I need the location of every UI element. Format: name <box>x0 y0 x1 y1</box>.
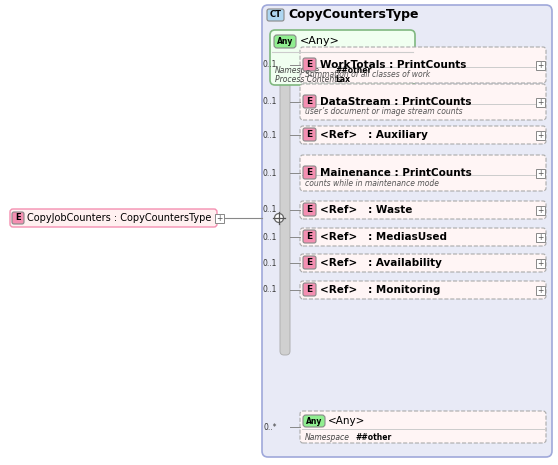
Text: E: E <box>306 97 312 106</box>
Text: CopyJobCounters : CopyCountersType: CopyJobCounters : CopyCountersType <box>27 213 211 223</box>
FancyBboxPatch shape <box>300 84 546 120</box>
Bar <box>536 131 545 140</box>
Text: +: + <box>217 214 223 223</box>
Text: 0..*: 0..* <box>263 423 277 432</box>
Text: Lax: Lax <box>335 75 350 85</box>
Text: <Ref>   : Monitoring: <Ref> : Monitoring <box>320 285 440 295</box>
FancyBboxPatch shape <box>300 411 546 443</box>
Text: +: + <box>537 169 543 178</box>
Text: 0..1: 0..1 <box>263 259 277 267</box>
Text: 0..1: 0..1 <box>263 168 277 178</box>
FancyBboxPatch shape <box>12 212 24 224</box>
Text: <Ref>   : Waste: <Ref> : Waste <box>320 205 412 215</box>
Text: 0..1: 0..1 <box>263 131 277 140</box>
Text: +: + <box>537 233 543 242</box>
Text: user’s document or image stream counts: user’s document or image stream counts <box>305 107 463 117</box>
Text: 0..1: 0..1 <box>263 206 277 214</box>
Text: 0..1: 0..1 <box>263 232 277 241</box>
Text: E: E <box>306 205 312 214</box>
Bar <box>536 233 545 242</box>
FancyBboxPatch shape <box>280 60 290 355</box>
Text: +: + <box>537 259 543 268</box>
FancyBboxPatch shape <box>303 415 325 427</box>
Text: <Ref>   : MediasUsed: <Ref> : MediasUsed <box>320 232 447 242</box>
Text: +: + <box>537 286 543 295</box>
Text: WorkTotals : PrintCounts: WorkTotals : PrintCounts <box>320 60 466 70</box>
Text: <Ref>   : Availability: <Ref> : Availability <box>320 258 442 268</box>
Text: counts while in maintenance mode: counts while in maintenance mode <box>305 179 439 187</box>
FancyBboxPatch shape <box>300 228 546 246</box>
Text: E: E <box>306 285 312 294</box>
FancyBboxPatch shape <box>262 5 552 457</box>
FancyBboxPatch shape <box>303 230 316 243</box>
Text: 0..1: 0..1 <box>263 60 277 69</box>
Text: +: + <box>537 98 543 107</box>
FancyBboxPatch shape <box>300 254 546 272</box>
Text: <Ref>   : Auxiliary: <Ref> : Auxiliary <box>320 130 428 140</box>
Text: Any: Any <box>306 417 322 425</box>
Bar <box>536 169 545 178</box>
Text: E: E <box>306 232 312 241</box>
Bar <box>536 61 545 70</box>
Bar <box>536 98 545 107</box>
Text: <Any>: <Any> <box>300 36 340 46</box>
FancyBboxPatch shape <box>303 203 316 216</box>
Text: E: E <box>306 60 312 69</box>
Text: +: + <box>537 131 543 140</box>
Text: +: + <box>537 206 543 215</box>
Text: Process Contents: Process Contents <box>275 75 341 85</box>
Text: DataStream : PrintCounts: DataStream : PrintCounts <box>320 97 472 107</box>
Bar <box>536 286 545 295</box>
Bar <box>536 206 545 215</box>
Text: Namespace: Namespace <box>305 432 350 441</box>
FancyBboxPatch shape <box>303 166 316 179</box>
FancyBboxPatch shape <box>303 256 316 269</box>
Text: Namespace: Namespace <box>275 66 320 75</box>
FancyBboxPatch shape <box>10 209 217 227</box>
Text: <Any>: <Any> <box>328 416 365 426</box>
FancyBboxPatch shape <box>274 35 296 48</box>
FancyBboxPatch shape <box>303 128 316 141</box>
Bar <box>215 214 224 223</box>
Circle shape <box>275 213 283 222</box>
Text: E: E <box>306 168 312 177</box>
FancyBboxPatch shape <box>303 95 316 108</box>
Text: Summation of all classes of work: Summation of all classes of work <box>305 71 430 80</box>
Text: Mainenance : PrintCounts: Mainenance : PrintCounts <box>320 168 472 178</box>
Bar <box>536 259 545 268</box>
FancyBboxPatch shape <box>300 126 546 144</box>
Text: 0..1: 0..1 <box>263 98 277 106</box>
FancyBboxPatch shape <box>303 58 316 71</box>
Text: E: E <box>306 130 312 139</box>
Text: 0..1: 0..1 <box>263 286 277 294</box>
FancyBboxPatch shape <box>300 281 546 299</box>
Text: E: E <box>306 258 312 267</box>
FancyBboxPatch shape <box>270 30 415 85</box>
Text: ##other: ##other <box>335 66 371 75</box>
FancyBboxPatch shape <box>303 283 316 296</box>
Text: E: E <box>15 213 21 222</box>
Text: +: + <box>537 61 543 70</box>
Text: CT: CT <box>270 11 281 20</box>
Text: Any: Any <box>277 37 293 46</box>
FancyBboxPatch shape <box>300 155 546 191</box>
FancyBboxPatch shape <box>300 201 546 219</box>
FancyBboxPatch shape <box>267 9 284 21</box>
Text: CopyCountersType: CopyCountersType <box>288 8 418 21</box>
FancyBboxPatch shape <box>300 47 546 83</box>
Text: ##other: ##other <box>355 432 391 441</box>
